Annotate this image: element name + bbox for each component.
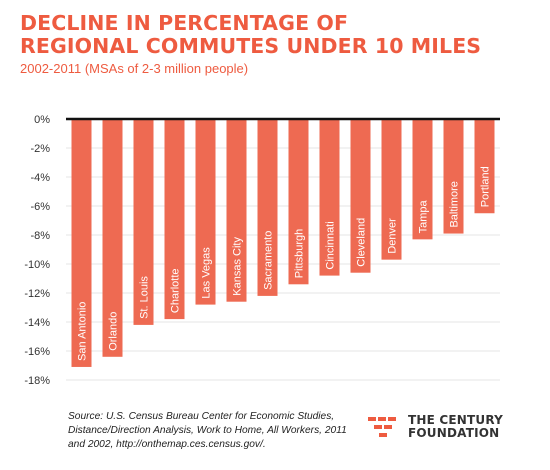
y-tick-label: 0% — [34, 114, 50, 126]
bar — [71, 119, 92, 367]
century-foundation-logo-text: THE CENTURY FOUNDATION — [408, 414, 503, 440]
y-tick-label: -2% — [30, 143, 50, 155]
y-tick-label: -10% — [24, 259, 50, 271]
source-note: Source: U.S. Census Bureau Center for Ec… — [68, 411, 347, 450]
y-tick-label: -18% — [24, 375, 50, 387]
bar-category-label: Orlando — [108, 312, 120, 351]
bar — [412, 119, 433, 240]
chart-subtitle: 2002-2011 (MSAs of 2-3 million people) — [20, 61, 249, 76]
bar — [319, 119, 340, 276]
y-tick-label: -8% — [30, 230, 50, 242]
y-tick-label: -4% — [30, 172, 50, 184]
bar-category-label: Portland — [480, 166, 492, 207]
century-foundation-logo-mark-icon — [368, 417, 396, 437]
bars — [71, 119, 495, 367]
logo-text-line-1: THE CENTURY — [408, 413, 504, 427]
bar-category-label: Las Vegas — [201, 247, 213, 299]
bar-category-label: Charlotte — [170, 268, 182, 313]
chart-title-line-2: REGIONAL COMMUTES UNDER 10 MILES — [20, 34, 482, 58]
bar — [102, 119, 123, 357]
bar-category-label: Cleveland — [356, 218, 368, 267]
y-tick-label: -12% — [24, 288, 50, 300]
bar — [381, 119, 402, 260]
bar-category-label: Baltimore — [449, 181, 461, 227]
bar-category-label: San Antonio — [77, 302, 89, 361]
bar-category-label: Cincinnati — [325, 221, 337, 269]
y-axis-ticks: 0% -2% -4% -6% -8% -10% -12% -14% -16% -18% — [24, 114, 50, 387]
bar — [474, 119, 495, 214]
bar — [226, 119, 247, 302]
gridlines — [66, 147, 500, 381]
century-foundation-logo: THE CENTURY FOUNDATION — [368, 413, 538, 443]
bar — [350, 119, 371, 273]
bar — [288, 119, 309, 285]
bar — [195, 119, 216, 305]
bar-category-label: Denver — [387, 218, 399, 254]
bar-category-label: Kansas City — [232, 237, 244, 296]
chart-title-line-1: DECLINE IN PERCENTAGE OF — [20, 11, 349, 35]
logo-text-line-2: FOUNDATION — [408, 426, 500, 440]
y-tick-label: -14% — [24, 317, 50, 329]
bar-labels: San Antonio Orlando St. Louis Charlotte Las … — [77, 166, 492, 361]
y-tick-label: -6% — [30, 201, 50, 213]
bar — [443, 119, 464, 234]
bar-category-label: Pittsburgh — [294, 229, 306, 279]
chart-title: DECLINE IN PERCENTAGE OF REGIONAL COMMUT… — [20, 12, 530, 58]
bar — [133, 119, 154, 325]
bar-chart: 0% -2% -4% -6% -8% -10% -12% -14% -16% -18% San A… — [24, 114, 500, 387]
bar-category-label: St. Louis — [139, 276, 151, 319]
bar — [257, 119, 278, 296]
bar — [164, 119, 185, 320]
bar-category-label: Sacramento — [263, 231, 275, 290]
bar-category-label: Tampa — [418, 199, 430, 233]
y-tick-label: -16% — [24, 346, 50, 358]
